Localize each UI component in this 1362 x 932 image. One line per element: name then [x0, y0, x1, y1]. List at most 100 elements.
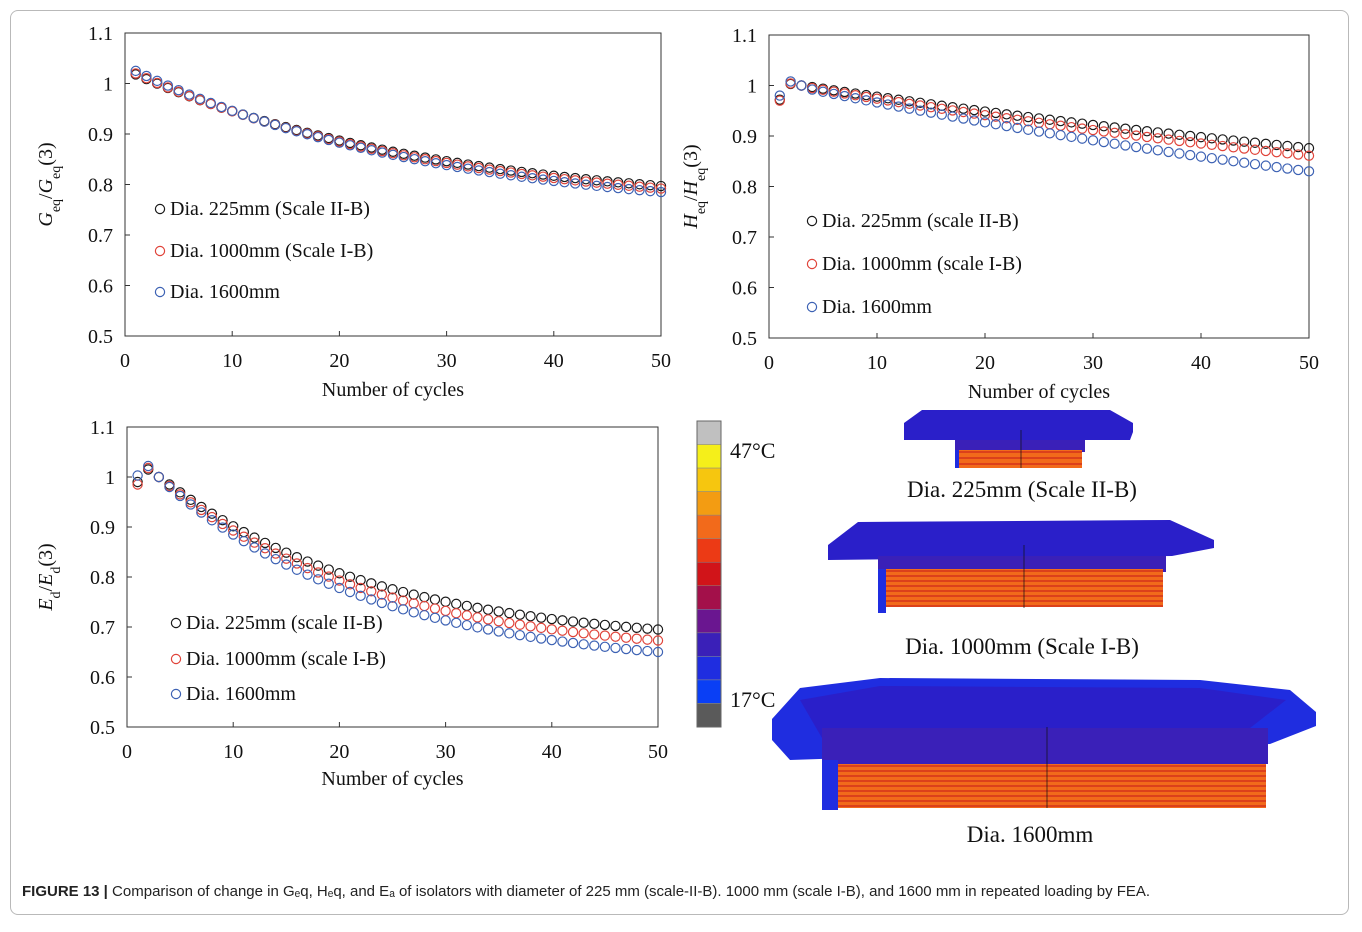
data-point [1044, 128, 1056, 139]
legend-marker [170, 653, 182, 665]
data-point [990, 119, 1002, 130]
data-point [482, 614, 494, 625]
x-tick-label: 40 [544, 350, 564, 372]
data-point [302, 569, 313, 580]
data-point [281, 553, 292, 564]
colorbar-segment [696, 444, 722, 469]
data-point [548, 172, 560, 184]
series-0 [130, 69, 667, 192]
data-point [387, 601, 398, 612]
data-point [1044, 114, 1056, 125]
data-point [1066, 117, 1077, 128]
data-point [1271, 161, 1282, 173]
data-point [397, 604, 409, 615]
data-point [1228, 135, 1239, 146]
y-tick-label: 0.7 [90, 617, 115, 639]
data-point [227, 529, 239, 540]
y-tick-label: 1.1 [90, 417, 115, 439]
series-1 [130, 68, 667, 194]
data-point [419, 591, 430, 603]
data-point [248, 112, 259, 124]
data-point [472, 612, 483, 623]
data-point [366, 578, 377, 589]
data-point [461, 600, 473, 612]
data-point [652, 635, 664, 646]
x-tick-label: 30 [436, 741, 456, 763]
data-point [979, 106, 991, 117]
colorbar-max-label: 47°C [730, 438, 775, 463]
data-point [482, 624, 494, 635]
data-point [130, 68, 141, 79]
data-point [185, 494, 196, 506]
series-0 [132, 464, 664, 635]
data-point [1001, 120, 1012, 132]
data-point [227, 525, 239, 536]
data-point [839, 90, 850, 102]
data-point [334, 137, 345, 148]
x-axis-label: Number of cycles [968, 381, 1110, 403]
data-point [578, 617, 589, 628]
data-point [807, 84, 818, 95]
data-point [1206, 139, 1218, 150]
data-point [429, 603, 441, 614]
data-point [850, 93, 861, 104]
y-tick-label: 0.6 [732, 278, 757, 300]
data-point [249, 537, 260, 548]
legend-label: Dia. 225mm (Scale II-B) [170, 198, 370, 220]
data-point [559, 173, 570, 185]
data-point [652, 646, 664, 658]
data-point [580, 176, 592, 187]
data-point [839, 88, 850, 99]
data-point [535, 612, 547, 623]
data-point [548, 175, 560, 187]
data-point [915, 97, 926, 108]
data-point [1120, 123, 1131, 134]
data-point [546, 624, 558, 635]
legend-label: Dia. 1000mm (scale I-B) [822, 253, 1022, 275]
data-point [206, 515, 218, 526]
top-plate-face [800, 686, 1286, 738]
data-point [1271, 146, 1282, 158]
data-point [785, 78, 796, 89]
data-point [376, 589, 388, 600]
y-tick-label: 1 [105, 467, 115, 489]
data-point [484, 164, 495, 175]
data-point [280, 122, 291, 134]
series-2 [774, 76, 1315, 177]
colorbar-segment [696, 538, 722, 563]
data-point [567, 616, 579, 627]
data-point [915, 100, 926, 111]
legend-marker [170, 617, 182, 629]
legend-label: Dia. 1000mm (Scale I-B) [170, 240, 373, 262]
colorbar-segment [696, 514, 722, 539]
legend-label: Dia. 1600mm [822, 296, 932, 318]
x-tick-label: 40 [542, 741, 562, 763]
data-point [1087, 119, 1099, 131]
legend-label: Dia. 1600mm [186, 683, 296, 705]
data-point [1303, 142, 1315, 154]
data-point [1282, 148, 1293, 159]
data-point [557, 615, 568, 626]
data-point [623, 183, 635, 195]
data-point [623, 178, 635, 189]
data-point [206, 508, 218, 519]
x-tick-label: 50 [648, 741, 668, 763]
data-point [1184, 130, 1196, 142]
data-point [1087, 124, 1099, 136]
data-point [227, 521, 239, 532]
legend-marker [154, 203, 166, 215]
data-point [194, 93, 206, 105]
colorbar-border [696, 420, 722, 728]
data-point [947, 111, 958, 122]
data-point [1033, 113, 1045, 124]
data-point [132, 476, 143, 488]
data-point [504, 617, 515, 629]
data-point [472, 622, 483, 633]
data-point [796, 80, 807, 91]
data-point [1249, 137, 1261, 148]
data-point [151, 75, 163, 87]
data-point [484, 166, 495, 178]
y-tick-label: 0.5 [88, 326, 113, 348]
data-point [871, 93, 883, 104]
